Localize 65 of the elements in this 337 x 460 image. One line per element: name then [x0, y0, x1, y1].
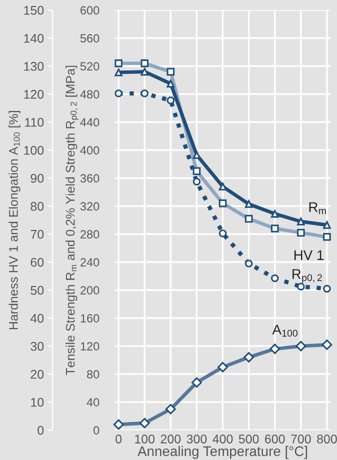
- point: [244, 260, 253, 268]
- y-tick-label: 100: [24, 146, 44, 155]
- x-tick-label: 300: [186, 434, 207, 444]
- y-tick-label: 20: [30, 370, 44, 379]
- y-axis-title: Hardness HV 1 and Elongation A$_{100}$ [%]: [8, 111, 20, 330]
- x-tick-label: 600: [265, 434, 285, 444]
- y2-tick-label: 440: [80, 118, 100, 127]
- point: [192, 151, 201, 159]
- y2-tick-label: 360: [80, 174, 100, 183]
- y2-tick-label: 200: [80, 286, 100, 294]
- y-tick-label: 120: [24, 90, 44, 99]
- y2-tick-label: 400: [80, 146, 100, 155]
- series-label: A$_{100}$: [272, 324, 298, 337]
- x-tick-label: 0: [116, 434, 122, 444]
- point: [323, 221, 331, 229]
- point: [192, 178, 201, 186]
- y2-tick-label: 320: [80, 202, 100, 211]
- x-axis-title: Annealing Temperature [°C]: [138, 446, 308, 459]
- x-tick-label: 700: [291, 434, 311, 444]
- point: [270, 210, 279, 218]
- point: [218, 230, 227, 238]
- x-tick-label: 400: [212, 434, 233, 444]
- series-label: R$_{m}$: [309, 202, 326, 214]
- y-tick-label: 130: [24, 62, 44, 71]
- point: [140, 90, 149, 98]
- y2-tick-label: 40: [86, 398, 100, 406]
- point: [166, 96, 175, 104]
- series-label: HV 1: [294, 250, 324, 260]
- y-tick-label: 10: [31, 398, 44, 407]
- y-tick-label: 30: [30, 342, 44, 351]
- y2-tick-label: 160: [80, 314, 100, 322]
- y-tick-label: 70: [30, 230, 44, 239]
- point: [114, 90, 122, 98]
- y2-tick-label: 560: [80, 34, 100, 43]
- y2-tick-label: 0: [94, 426, 100, 434]
- point: [270, 274, 279, 282]
- point: [297, 218, 305, 226]
- y2-tick-label: 120: [80, 342, 100, 350]
- x-tick-label: 100: [135, 434, 155, 444]
- y2-tick-label: 240: [80, 258, 100, 266]
- y-tick-label: 140: [24, 34, 44, 43]
- point: [244, 200, 253, 208]
- y-tick-label: 80: [30, 202, 44, 211]
- y2-tick-label: 600: [80, 6, 100, 15]
- y-tick-label: 150: [24, 6, 44, 15]
- y2-tick-label: 280: [80, 230, 100, 239]
- x-tick-label: 200: [160, 434, 181, 444]
- y-tick-label: 40: [30, 314, 44, 323]
- y-tick-label: 50: [30, 286, 44, 295]
- y-tick-label: 90: [30, 174, 44, 183]
- point: [297, 282, 305, 290]
- y-tick-label: 110: [25, 118, 44, 127]
- y2-axis-title: Tensile Strength R$_{m}$ and 0,2% Yield Stregth R$_{p0,2}$ [MPa]: [66, 66, 78, 376]
- x-tick-label: 800: [317, 434, 337, 444]
- y-tick-label: 0: [38, 426, 44, 435]
- y2-tick-label: 520: [80, 62, 100, 71]
- point: [323, 284, 331, 293]
- series-label: R$_{p0,2}$: [292, 269, 322, 284]
- y-tick-label: 60: [30, 258, 44, 267]
- x-tick-label: 500: [238, 434, 259, 444]
- point: [166, 80, 175, 88]
- point: [114, 68, 122, 76]
- point: [140, 68, 149, 76]
- y2-tick-label: 80: [87, 370, 100, 378]
- y2-tick-label: 480: [80, 90, 100, 99]
